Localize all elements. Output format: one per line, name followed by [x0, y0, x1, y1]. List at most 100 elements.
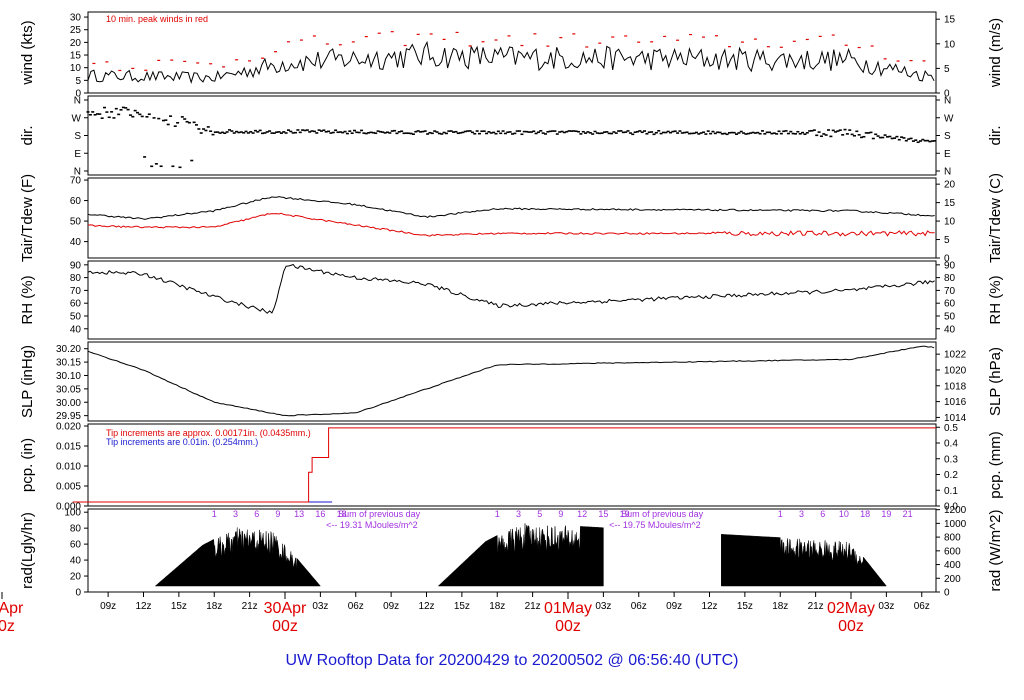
pcp-tick-label: 0.0 [944, 502, 958, 513]
slp-tick-label: 30.05 [56, 384, 81, 395]
rad-hour-mark: 9 [275, 509, 280, 519]
wind-tick-label: 30 [70, 13, 82, 24]
rad-hour-mark: 3 [799, 509, 804, 519]
pcp-tick-label: 0.000 [56, 502, 81, 513]
wind-frame [87, 11, 937, 94]
rh-tick-label: 70 [944, 286, 956, 297]
slp-right-axis-label: SLP (hPa) [987, 347, 1004, 416]
wind-tick-label: 0 [944, 89, 950, 100]
rad-hour-mark: 6 [254, 509, 259, 519]
dir-tick-label: N [74, 167, 81, 178]
x-tick-label: 18z [489, 601, 505, 612]
dir-tick-label: N [944, 167, 951, 178]
date-hour-label: 00z [555, 618, 581, 635]
dir-tick-label: W [944, 113, 954, 124]
x-tick-label: 15z [454, 601, 470, 612]
rad-tick-label: 80 [70, 524, 82, 535]
wind-tick-label: 15 [70, 51, 82, 62]
temp-tick-label: 70 [70, 176, 82, 187]
pcp-tick-label: 0.005 [56, 482, 81, 493]
wind-tick-label: 5 [944, 64, 950, 75]
rad-hour-mark: 21 [903, 509, 913, 519]
slp-left-axis-label: SLP (inHg) [19, 345, 36, 418]
temp-tick-label: 10 [944, 217, 956, 228]
rad-day-area [437, 523, 604, 587]
rh-tick-label: 50 [944, 311, 956, 322]
temp-tick-label: 60 [70, 196, 82, 207]
rad-hour-mark: 3 [233, 509, 238, 519]
rad-hour-mark: 3 [516, 509, 521, 519]
rad-hour-mark: 13 [294, 509, 304, 519]
wind-tick-label: 20 [70, 38, 82, 49]
rad-hour-mark: 1 [212, 509, 217, 519]
pcp-right-axis-label: pcp. (mm) [987, 431, 1004, 499]
x-tick-label: 12z [135, 601, 151, 612]
rh-series [87, 263, 935, 314]
rad-hour-mark: 19 [620, 509, 630, 519]
date-label: 30Apr [264, 600, 307, 617]
pcp-tick-label: 0.5 [944, 423, 958, 434]
rh-tick-label: 60 [70, 299, 82, 310]
rh-frame [87, 260, 937, 340]
x-tick-label: 21z [525, 601, 541, 612]
rad-tick-label: 0 [75, 588, 81, 599]
wind-left-axis-label: wind (kts) [19, 20, 36, 85]
x-tick-label: 18z [206, 601, 222, 612]
wind-tick-label: 15 [944, 15, 956, 26]
dir-frame [87, 95, 937, 176]
rad-tick-label: 1200 [944, 505, 967, 516]
pcp-red-series [72, 427, 936, 503]
x-tick-label: 06z [914, 601, 930, 612]
rad-tick-label: 60 [70, 540, 82, 551]
dir-tick-label: E [74, 149, 81, 160]
pcp-note-blue: Tip increments are 0.01in. (0.254mm.) [106, 437, 258, 447]
temp-frame [87, 177, 937, 259]
slp-series [87, 345, 935, 417]
date-label: 02May [827, 600, 875, 617]
rad-tick-label: 0 [944, 588, 950, 599]
pcp-tick-label: 0.1 [944, 486, 958, 497]
pcp-tick-label: 0.2 [944, 470, 958, 481]
rad-hour-mark: 18 [860, 509, 870, 519]
wind-mean-series [87, 40, 935, 85]
x-tick-label: 03z [595, 601, 611, 612]
x-tick-label: 21z [808, 601, 824, 612]
temp-left-axis-label: Tair/Tdew (F) [19, 174, 36, 262]
rad-tick-label: 1000 [944, 519, 967, 530]
rad-hour-mark: 6 [820, 509, 825, 519]
rh-tick-label: 50 [70, 311, 82, 322]
dir-tick-label: W [72, 113, 82, 124]
temp-tick-label: 50 [70, 217, 82, 228]
rad-hour-mark: 15 [598, 509, 608, 519]
x-tick-label: 12z [418, 601, 434, 612]
tdew-series [87, 212, 935, 237]
x-tick-label: 12z [701, 601, 717, 612]
pcp-tick-label: 0.3 [944, 454, 958, 465]
slp-tick-label: 1022 [944, 350, 967, 361]
rad-tick-label: 20 [70, 572, 82, 583]
x-tick-label: 03z [878, 601, 894, 612]
temp-tick-label: 15 [944, 198, 956, 209]
slp-tick-label: 30.15 [56, 358, 81, 369]
wind-tick-label: 0 [75, 89, 81, 100]
temp-tick-label: 0 [944, 254, 950, 265]
slp-tick-label: 30.00 [56, 398, 81, 409]
rad-hour-mark: 12 [577, 509, 587, 519]
slp-tick-label: 1014 [944, 413, 967, 424]
date-hour-label: 00z [838, 618, 864, 635]
rad-hour-mark: 5 [537, 509, 542, 519]
rad-tick-label: 600 [944, 546, 961, 557]
pcp-note-red: Tip increments are approx. 0.00171in. (0… [106, 428, 311, 438]
rad-hour-mark: 16 [315, 509, 325, 519]
rad-day-area [721, 534, 887, 587]
tair-series [87, 196, 935, 220]
rh-right-axis-label: RH (%) [987, 275, 1004, 324]
wind-note: 10 min. peak winds in red [106, 14, 208, 24]
date-label: 29Apr [0, 600, 24, 617]
slp-frame [87, 341, 937, 422]
x-tick-label: 21z [242, 601, 258, 612]
temp-right-axis-label: Tair/Tdew (C) [987, 173, 1004, 263]
temp-tick-label: 40 [70, 237, 82, 248]
wind-tick-label: 10 [944, 39, 956, 50]
x-tick-label: 15z [737, 601, 753, 612]
